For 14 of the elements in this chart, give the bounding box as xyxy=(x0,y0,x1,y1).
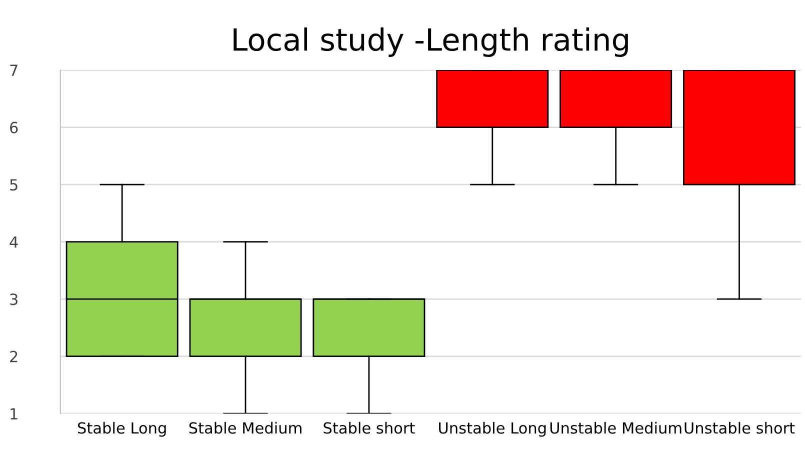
y-tick-label: 3 xyxy=(10,294,18,306)
x-tick-label: Unstable Long xyxy=(439,422,546,437)
y-tick-label: 6 xyxy=(10,122,18,134)
y-tick-label: 1 xyxy=(10,408,18,420)
x-tick-label: Unstable Medium xyxy=(550,422,682,434)
x-tick-label: Stable Long xyxy=(78,422,166,437)
chart-title: Local study -Length rating xyxy=(234,27,628,57)
y-tick-label: 4 xyxy=(10,236,18,248)
x-tick-label: Stable short xyxy=(324,422,415,434)
y-tick-label: 7 xyxy=(10,64,18,76)
x-tick-label: Stable Medium xyxy=(189,422,302,434)
y-tick-label: 2 xyxy=(10,350,18,362)
y-tick-label: 5 xyxy=(10,179,18,191)
x-tick-label: Unstable short xyxy=(684,422,795,434)
